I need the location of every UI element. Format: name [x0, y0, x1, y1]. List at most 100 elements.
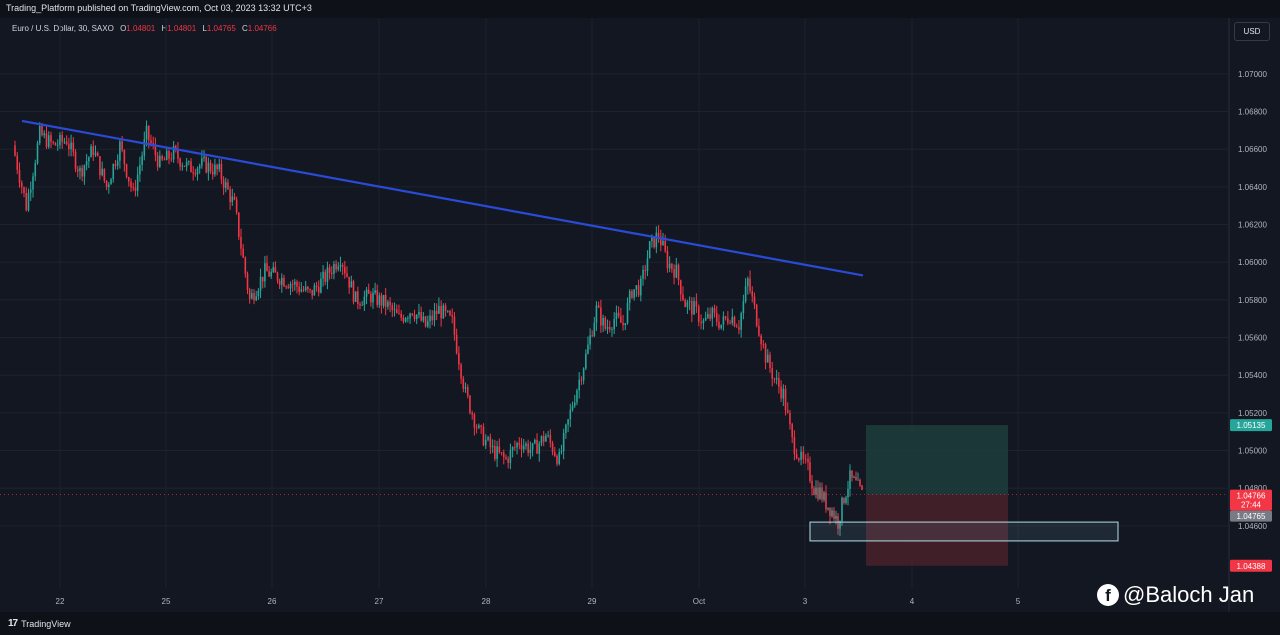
candle-body	[209, 162, 212, 172]
candle-body	[328, 267, 331, 273]
candle-body	[851, 470, 853, 478]
price-chart[interactable]: 1.07000 1.06800 1.06600 1.06400 1.06200 1.060…	[0, 18, 1280, 612]
candle-body	[324, 271, 327, 282]
price-tick-label: 1.04800	[1238, 484, 1267, 493]
candle-body	[352, 281, 355, 302]
candle-body	[105, 180, 108, 188]
candle-body	[424, 316, 427, 327]
candle-body	[268, 271, 270, 277]
candle-body	[545, 435, 547, 442]
candle-body	[478, 425, 480, 428]
candle-body	[143, 139, 146, 156]
time-axis[interactable]: 22 25 26 27 28 29 Oct 3 4 5	[56, 597, 1021, 606]
candle-body	[154, 144, 157, 156]
candle-body	[94, 152, 97, 156]
candle-body	[760, 335, 762, 345]
candle-body	[666, 251, 669, 269]
candle-body	[114, 164, 117, 166]
candle-body	[527, 443, 529, 453]
candle-body	[294, 281, 296, 285]
candle-body	[620, 316, 622, 323]
time-tick-label: 27	[375, 597, 384, 606]
candle-body	[123, 149, 126, 165]
candle-body	[65, 141, 68, 145]
candle-body	[400, 313, 402, 318]
candle-body	[257, 290, 260, 297]
candle-body	[729, 322, 731, 324]
candle-body	[348, 276, 350, 288]
candle-body	[675, 264, 678, 278]
stop-zone[interactable]	[866, 494, 1008, 566]
candle-body	[218, 163, 221, 170]
candle-body	[679, 280, 682, 295]
candle-body	[749, 278, 751, 291]
candle-body	[473, 414, 476, 428]
candle-body	[637, 285, 640, 296]
candle-body	[758, 325, 760, 336]
candle-body	[802, 451, 805, 459]
candle-body	[302, 289, 305, 291]
candle-body	[179, 158, 181, 167]
price-tick-label: 1.06200	[1238, 221, 1267, 230]
candle-body	[20, 182, 23, 188]
price-tick-label: 1.06000	[1238, 258, 1267, 267]
candle-body	[740, 313, 742, 330]
candle-body	[192, 172, 194, 174]
candle-body	[159, 155, 161, 167]
candle-body	[855, 477, 857, 480]
candle-body	[309, 289, 311, 290]
candle-body	[214, 164, 216, 175]
candle-body	[464, 387, 467, 389]
candle-body	[174, 146, 177, 150]
drawings[interactable]	[0, 119, 1228, 542]
price-axis[interactable]: 1.07000 1.06800 1.06600 1.06400 1.06200 1.060…	[1238, 70, 1267, 531]
candle-body	[642, 269, 644, 279]
candle-body	[411, 313, 414, 315]
candle-body	[139, 164, 141, 175]
candle-body	[16, 155, 19, 170]
target-price-label: 1.05135	[1237, 421, 1266, 430]
candle-body	[525, 443, 527, 446]
candle-body	[589, 335, 591, 345]
candle-body	[165, 150, 168, 161]
symbol-legend[interactable]: Euro / U.S. Dollar, 30, SAXO O1.04801 H1…	[12, 24, 277, 33]
candle-body	[628, 291, 631, 303]
candle-body	[41, 125, 43, 136]
candle-body	[571, 405, 574, 410]
bid-price-bg	[1230, 510, 1272, 522]
demand-zone[interactable]	[809, 521, 1119, 542]
time-tick-label: 25	[162, 597, 171, 606]
candle-body	[380, 295, 383, 306]
candle-body	[264, 263, 266, 282]
candle-body	[505, 457, 507, 459]
candle-body	[170, 158, 173, 160]
candle-body	[653, 236, 655, 248]
candle-body	[686, 302, 689, 308]
candle-body	[633, 289, 635, 298]
candle-body	[755, 304, 758, 326]
tradingview-logo[interactable]: 17 TradingView	[8, 618, 71, 629]
candle-body	[404, 318, 407, 322]
candle-body	[190, 161, 192, 173]
trendline[interactable]	[21, 119, 864, 277]
candle-body	[857, 479, 859, 481]
candle-body	[442, 305, 445, 319]
candle-body	[253, 293, 255, 301]
target-zone[interactable]	[866, 425, 1008, 495]
candle-body	[553, 452, 556, 456]
candle-body	[431, 315, 434, 321]
candle-body	[522, 445, 525, 450]
facebook-icon: f	[1097, 584, 1119, 606]
candle-body	[25, 193, 28, 211]
candle-body	[804, 458, 807, 460]
candle-body	[238, 212, 240, 237]
candle-body	[735, 326, 738, 328]
position-zones[interactable]	[866, 425, 1008, 566]
currency-button[interactable]: USD	[1234, 22, 1270, 41]
candle-body	[538, 443, 541, 454]
candle-body	[484, 439, 487, 446]
candle-body	[813, 488, 815, 495]
candle-body	[384, 294, 387, 307]
candle-body	[326, 267, 329, 282]
candle-body	[136, 174, 139, 191]
